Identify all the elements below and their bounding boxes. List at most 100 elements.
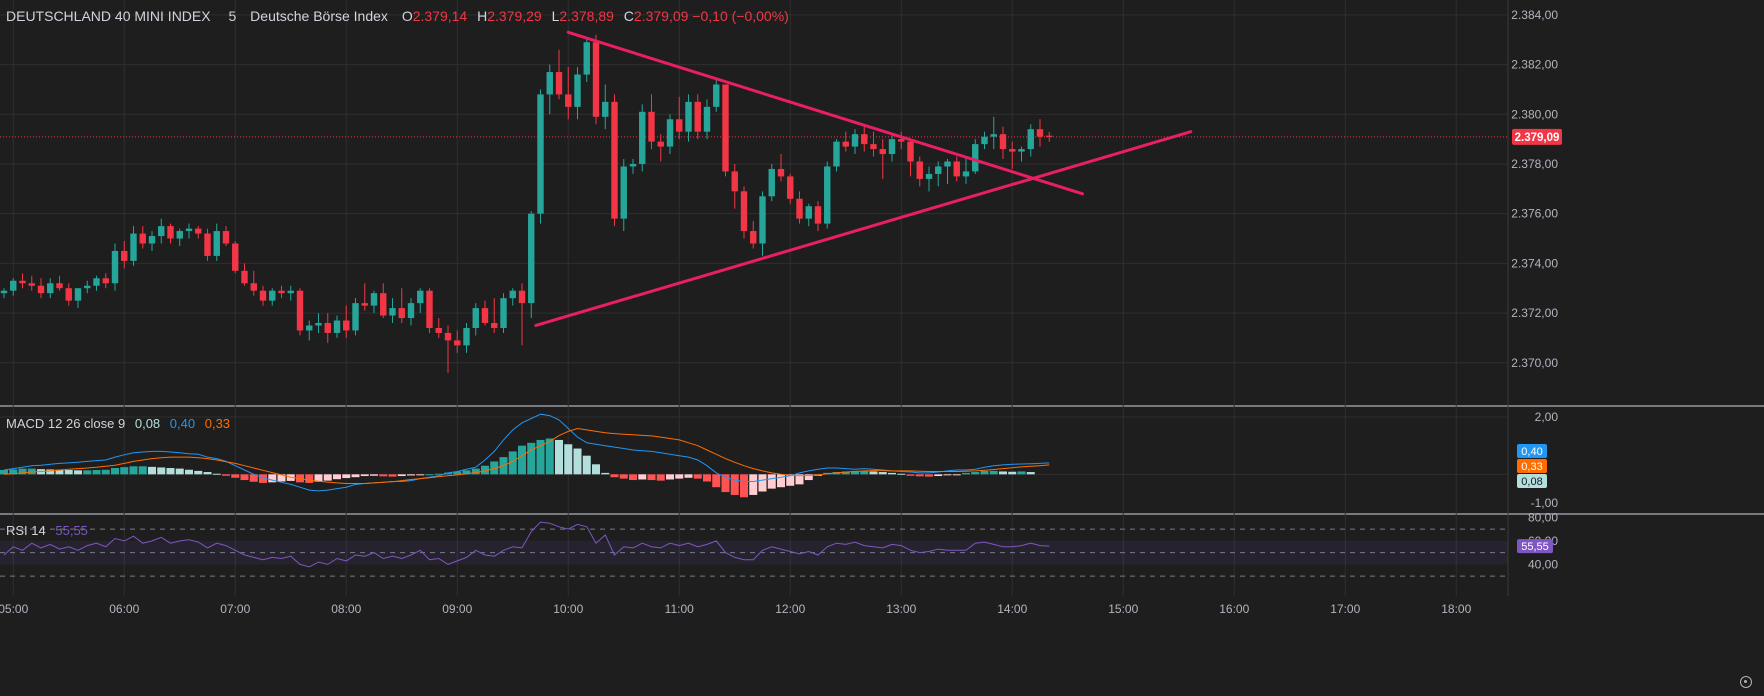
signal-line[interactable] bbox=[3, 427, 1050, 484]
candle[interactable] bbox=[962, 156, 970, 184]
candle[interactable] bbox=[93, 275, 100, 291]
descending-trendline[interactable] bbox=[566, 30, 1085, 196]
candle[interactable] bbox=[676, 96, 683, 140]
candle[interactable] bbox=[259, 285, 267, 306]
candle[interactable] bbox=[703, 99, 711, 140]
candle[interactable] bbox=[417, 288, 424, 314]
candle[interactable] bbox=[1009, 141, 1016, 169]
candle[interactable] bbox=[250, 270, 257, 296]
settings-gear-icon[interactable] bbox=[1740, 676, 1752, 688]
candle[interactable] bbox=[824, 161, 831, 229]
rsi-legend[interactable]: RSI 14 55,55 bbox=[6, 523, 94, 538]
candle[interactable] bbox=[333, 315, 341, 338]
candle[interactable] bbox=[592, 34, 600, 125]
candle[interactable] bbox=[925, 166, 933, 192]
candle[interactable] bbox=[888, 134, 896, 162]
candle[interactable] bbox=[130, 226, 137, 266]
candle[interactable] bbox=[602, 84, 609, 130]
resolution[interactable]: 5 bbox=[228, 8, 237, 24]
candle[interactable] bbox=[879, 139, 886, 179]
candle[interactable] bbox=[352, 298, 359, 336]
candle[interactable] bbox=[278, 285, 285, 299]
candle[interactable] bbox=[740, 186, 748, 239]
candle[interactable] bbox=[509, 288, 516, 306]
candle[interactable] bbox=[343, 305, 350, 338]
candle[interactable] bbox=[213, 223, 220, 261]
candle[interactable] bbox=[546, 64, 553, 115]
candle[interactable] bbox=[47, 278, 54, 299]
candle[interactable] bbox=[1046, 131, 1053, 142]
candle[interactable] bbox=[111, 243, 119, 291]
candle[interactable] bbox=[972, 139, 979, 174]
candle[interactable] bbox=[0, 288, 8, 299]
candle[interactable] bbox=[898, 131, 905, 150]
candle[interactable] bbox=[444, 325, 452, 373]
candle[interactable] bbox=[694, 94, 701, 140]
candle[interactable] bbox=[666, 114, 674, 155]
candle[interactable] bbox=[537, 89, 544, 224]
candle[interactable] bbox=[805, 203, 812, 227]
candle[interactable] bbox=[657, 134, 664, 162]
candle[interactable] bbox=[269, 288, 276, 306]
candle[interactable] bbox=[454, 330, 461, 353]
candle[interactable] bbox=[861, 126, 868, 152]
macd-legend[interactable]: MACD 12 26 close 9 0,08 0,40 0,33 bbox=[6, 416, 236, 431]
candle[interactable] bbox=[907, 139, 914, 177]
candle[interactable] bbox=[620, 159, 627, 232]
candle[interactable] bbox=[916, 156, 923, 187]
candle[interactable] bbox=[241, 263, 248, 286]
candle[interactable] bbox=[1018, 146, 1025, 162]
candle[interactable] bbox=[315, 313, 322, 333]
rsi-line[interactable] bbox=[3, 521, 1050, 568]
candle[interactable] bbox=[851, 129, 859, 155]
candle[interactable] bbox=[204, 228, 211, 261]
candle[interactable] bbox=[777, 154, 785, 182]
symbol-name[interactable]: DEUTSCHLAND 40 MINI INDEX bbox=[6, 8, 211, 24]
candle[interactable] bbox=[796, 191, 803, 224]
candle[interactable] bbox=[814, 201, 822, 232]
candle[interactable] bbox=[833, 139, 840, 172]
candle[interactable] bbox=[555, 49, 563, 100]
price-panel[interactable] bbox=[0, 30, 1508, 373]
candle[interactable] bbox=[148, 231, 156, 251]
candle[interactable] bbox=[463, 323, 470, 353]
candle[interactable] bbox=[435, 318, 442, 338]
price-axis[interactable]: 2.384,00 2.382,00 2.380,00 2.378,00 2.376,00… bbox=[1511, 8, 1562, 572]
candle[interactable] bbox=[528, 211, 535, 319]
candle[interactable] bbox=[481, 300, 489, 326]
candle[interactable] bbox=[380, 283, 387, 319]
candle[interactable] bbox=[759, 191, 766, 256]
candle[interactable] bbox=[56, 275, 63, 291]
candle[interactable] bbox=[361, 283, 368, 311]
candle[interactable] bbox=[518, 283, 526, 346]
candle[interactable] bbox=[398, 288, 405, 324]
candle[interactable] bbox=[222, 226, 230, 246]
candle[interactable] bbox=[102, 273, 109, 289]
candle[interactable] bbox=[944, 159, 951, 184]
candle[interactable] bbox=[472, 303, 479, 336]
candle[interactable] bbox=[185, 223, 193, 239]
candle[interactable] bbox=[370, 290, 378, 314]
candle[interactable] bbox=[37, 278, 45, 299]
time-axis[interactable]: 05:00 06:00 07:00 08:00 09:00 10:00 11:00 12:00… bbox=[0, 602, 1472, 616]
macd-line[interactable] bbox=[3, 413, 1050, 492]
candle[interactable] bbox=[611, 94, 618, 227]
candle[interactable] bbox=[981, 131, 988, 150]
candle[interactable] bbox=[1036, 119, 1044, 147]
candle[interactable] bbox=[565, 67, 572, 120]
candle[interactable] bbox=[500, 293, 507, 333]
candle[interactable] bbox=[842, 131, 849, 152]
candle[interactable] bbox=[713, 79, 720, 112]
candle[interactable] bbox=[158, 218, 165, 244]
candle[interactable] bbox=[19, 273, 26, 289]
candle[interactable] bbox=[121, 241, 128, 269]
rsi-panel[interactable] bbox=[0, 521, 1508, 577]
candle[interactable] bbox=[139, 226, 146, 249]
candle[interactable] bbox=[639, 104, 646, 172]
candle[interactable] bbox=[389, 298, 396, 324]
candle[interactable] bbox=[999, 126, 1007, 160]
candle[interactable] bbox=[426, 288, 433, 333]
candle[interactable] bbox=[65, 283, 72, 306]
candle[interactable] bbox=[935, 161, 942, 187]
